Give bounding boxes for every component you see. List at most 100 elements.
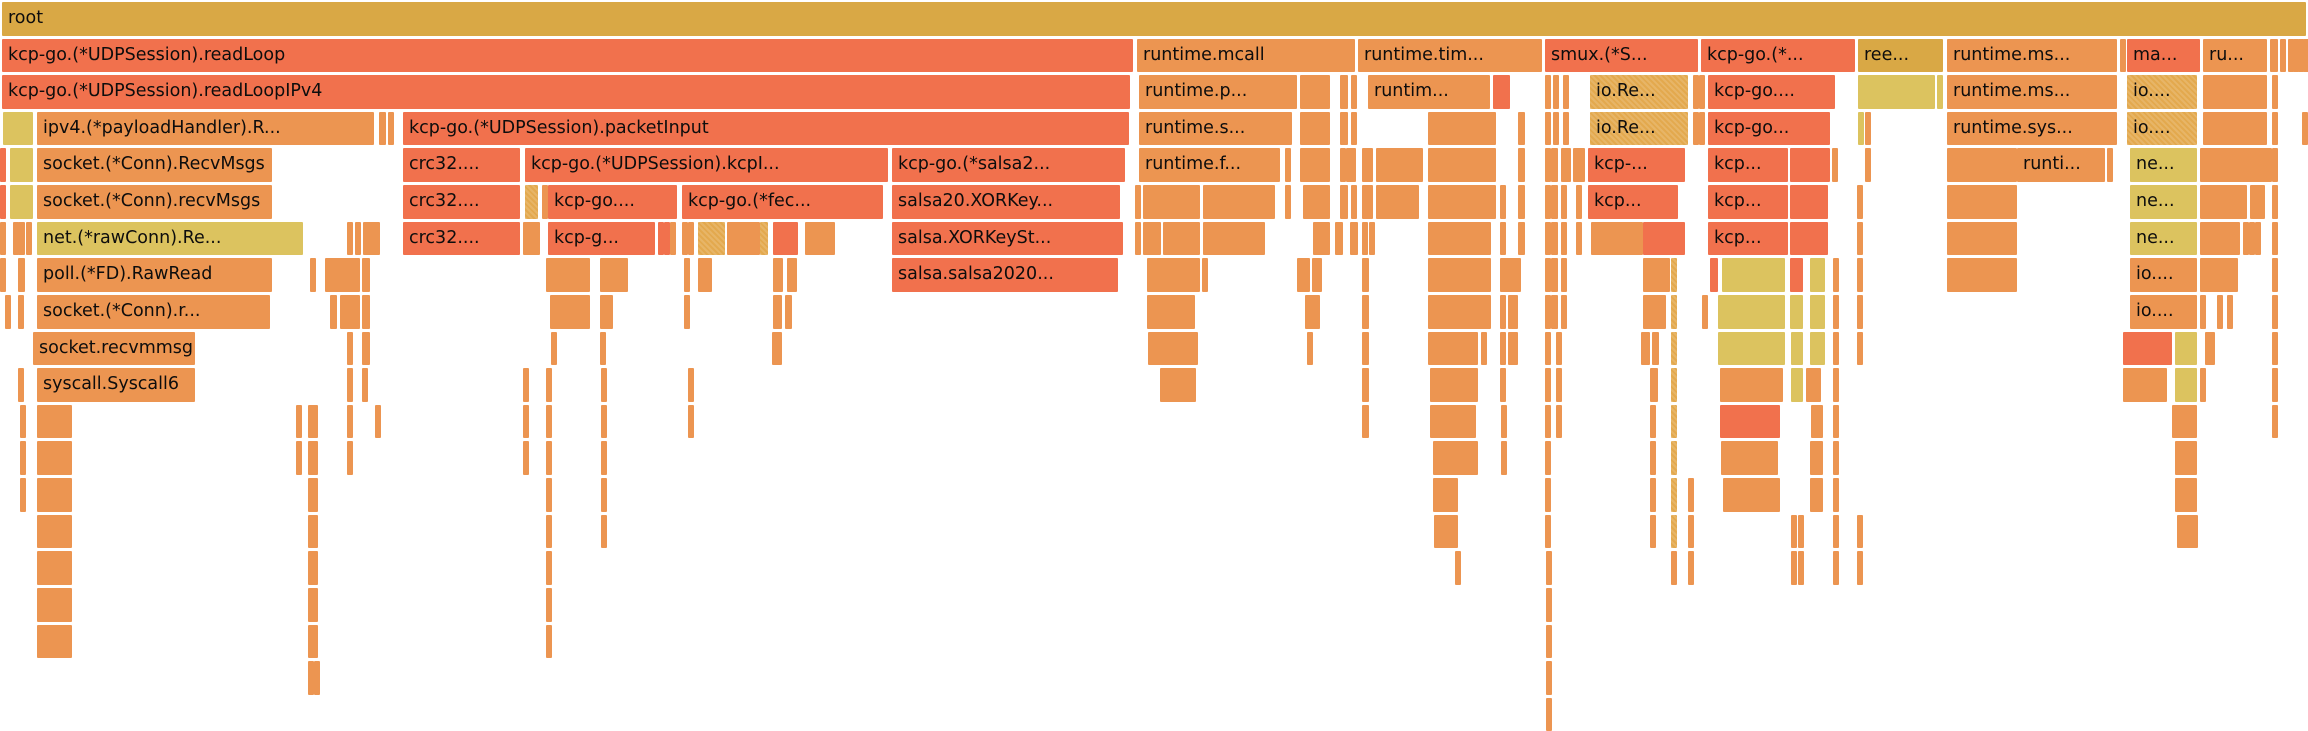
flame-frame-ne[interactable]: ne... xyxy=(2130,221,2197,256)
flame-frame[interactable] xyxy=(37,441,72,476)
flame-frame[interactable] xyxy=(760,221,768,256)
flame-frame[interactable] xyxy=(600,294,613,329)
flame-frame[interactable] xyxy=(2249,221,2255,256)
flame-frame[interactable] xyxy=(362,258,370,292)
flame-frame[interactable] xyxy=(1362,185,1373,219)
flame-frame[interactable] xyxy=(2272,368,2278,402)
flame-frame[interactable] xyxy=(37,514,72,549)
flame-frame-kcp-go-salsa2[interactable]: kcp-go.(*salsa2... xyxy=(892,148,1125,183)
flame-frame[interactable] xyxy=(601,404,607,439)
flame-frame[interactable] xyxy=(1376,148,1423,183)
flame-frame-runtime-tim[interactable]: runtime.tim... xyxy=(1358,38,1542,73)
flame-frame[interactable] xyxy=(2293,38,2299,73)
flame-frame[interactable] xyxy=(1551,258,1558,292)
flame-frame[interactable] xyxy=(2217,294,2223,329)
flame-frame[interactable] xyxy=(1545,368,1551,402)
flame-frame[interactable] xyxy=(1591,221,1643,256)
flame-frame[interactable] xyxy=(0,185,6,219)
flame-frame[interactable] xyxy=(1947,148,2017,183)
flame-frame[interactable] xyxy=(1857,294,1863,329)
flame-frame[interactable] xyxy=(1865,111,1871,146)
flame-frame[interactable] xyxy=(1147,294,1195,329)
flame-frame[interactable] xyxy=(1500,221,1506,256)
flame-frame[interactable] xyxy=(1362,148,1373,183)
flame-frame[interactable] xyxy=(1428,185,1496,219)
flame-frame-kcp-go-fec[interactable]: kcp-go.(*fec... xyxy=(682,185,883,219)
flame-frame[interactable] xyxy=(1551,221,1558,256)
flame-frame[interactable] xyxy=(2303,38,2308,73)
flame-frame-runtime-ms[interactable]: runtime.ms... xyxy=(1947,75,2117,109)
flame-frame[interactable] xyxy=(1362,258,1369,292)
flame-frame[interactable] xyxy=(1643,258,1670,292)
flame-frame[interactable] xyxy=(1791,331,1803,366)
flame-frame[interactable] xyxy=(523,221,529,256)
flame-frame-kcp[interactable]: kcp-... xyxy=(1588,148,1685,183)
flame-frame-kcp[interactable]: kcp... xyxy=(1708,148,1788,183)
flame-frame[interactable] xyxy=(546,587,552,622)
flame-frame[interactable] xyxy=(1576,185,1582,219)
flame-frame[interactable] xyxy=(1350,221,1358,256)
flame-frame[interactable] xyxy=(2175,331,2197,366)
flame-frame[interactable] xyxy=(684,294,690,329)
flame-frame-ma[interactable]: ma... xyxy=(2127,38,2200,73)
flame-frame[interactable] xyxy=(1563,111,1569,146)
flame-frame[interactable] xyxy=(546,404,552,439)
flame-frame[interactable] xyxy=(1865,148,1871,183)
flame-frame[interactable] xyxy=(805,221,835,256)
flame-frame[interactable] xyxy=(1688,514,1694,549)
flame-frame[interactable] xyxy=(2175,478,2197,512)
flame-frame[interactable] xyxy=(2250,185,2265,219)
flame-frame[interactable] xyxy=(601,368,607,402)
flame-frame[interactable] xyxy=(1858,75,1935,109)
flame-frame[interactable] xyxy=(340,294,360,329)
flame-frame[interactable] xyxy=(773,221,798,256)
flame-frame[interactable] xyxy=(1545,294,1551,329)
flame-frame[interactable] xyxy=(688,221,694,256)
flame-frame[interactable] xyxy=(1143,185,1200,219)
flame-frame[interactable] xyxy=(1791,551,1797,585)
flame-frame[interactable] xyxy=(1702,294,1708,329)
flame-frame[interactable] xyxy=(1858,111,1864,146)
flame-frame[interactable] xyxy=(684,258,690,292)
flame-frame[interactable] xyxy=(2205,331,2215,366)
flame-frame[interactable] xyxy=(1340,75,1348,109)
flame-frame[interactable] xyxy=(18,294,24,329)
flame-frame[interactable] xyxy=(1362,221,1368,256)
flame-frame[interactable] xyxy=(1297,258,1310,292)
flame-frame[interactable] xyxy=(1428,258,1491,292)
flame-frame[interactable] xyxy=(2298,38,2304,73)
flame-frame[interactable] xyxy=(1798,514,1804,549)
flame-frame[interactable] xyxy=(1710,258,1718,292)
flame-frame[interactable] xyxy=(1650,441,1656,476)
flame-frame[interactable] xyxy=(670,221,676,256)
flame-frame[interactable] xyxy=(1434,514,1458,549)
flame-frame-runtime-ms[interactable]: runtime.ms... xyxy=(1947,38,2117,73)
flame-frame[interactable] xyxy=(2227,294,2233,329)
flame-frame[interactable] xyxy=(546,624,552,659)
flame-frame[interactable] xyxy=(727,221,760,256)
flame-frame[interactable] xyxy=(1335,221,1343,256)
flame-frame[interactable] xyxy=(1545,331,1551,366)
flame-frame[interactable] xyxy=(1810,294,1825,329)
flame-frame-io[interactable]: io.... xyxy=(2130,258,2197,292)
flame-frame[interactable] xyxy=(18,258,25,292)
flame-frame[interactable] xyxy=(2270,38,2278,73)
flame-frame[interactable] xyxy=(527,221,540,256)
flame-frame[interactable] xyxy=(37,587,72,622)
flame-frame[interactable] xyxy=(682,221,688,256)
flame-frame[interactable] xyxy=(18,221,25,256)
flame-frame[interactable] xyxy=(2272,111,2278,146)
flame-frame[interactable] xyxy=(1545,185,1551,219)
flame-frame[interactable] xyxy=(1351,111,1357,146)
flame-frame[interactable] xyxy=(1699,75,1705,109)
flame-frame[interactable] xyxy=(1545,478,1551,512)
flame-frame[interactable] xyxy=(1551,148,1558,183)
flame-frame[interactable] xyxy=(1305,294,1320,329)
flame-frame[interactable] xyxy=(1650,514,1656,549)
flame-frame[interactable] xyxy=(664,221,670,256)
flame-frame[interactable] xyxy=(1300,148,1330,183)
flame-frame[interactable] xyxy=(2272,75,2278,109)
flame-frame[interactable] xyxy=(362,368,368,402)
flame-frame[interactable] xyxy=(1561,148,1571,183)
flame-frame[interactable] xyxy=(2272,331,2278,366)
